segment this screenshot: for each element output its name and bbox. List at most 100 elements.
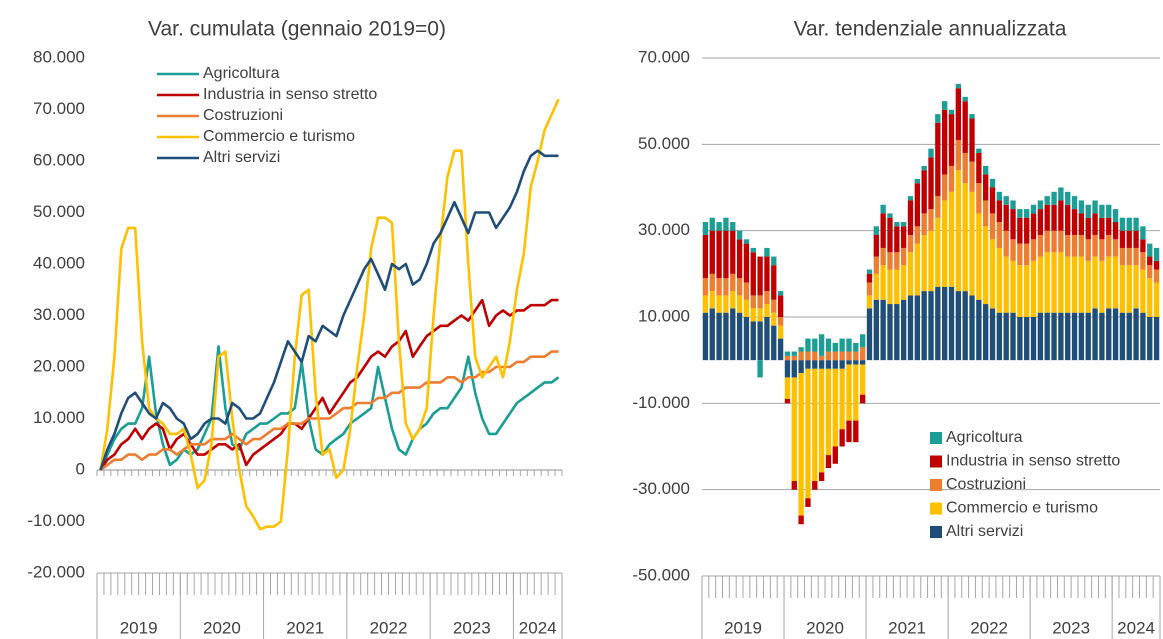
bar-segment — [1140, 239, 1146, 253]
legend-label: Altri servizi — [203, 149, 280, 166]
bar-segment — [887, 269, 893, 305]
bar-segment — [1024, 217, 1030, 244]
bar-segment — [1133, 217, 1139, 231]
bar-segment — [1044, 204, 1050, 231]
bar-segment — [1024, 209, 1030, 218]
bar-segment — [839, 360, 845, 369]
bar-segment — [784, 351, 791, 356]
bar-segment — [996, 222, 1003, 248]
bar-segment — [1017, 317, 1023, 361]
bar-segment — [1106, 204, 1112, 218]
bar-segment — [730, 291, 736, 309]
bar-segment — [853, 351, 859, 361]
bar-segment — [709, 273, 715, 292]
bar-segment — [832, 368, 838, 447]
bar-segment — [1085, 239, 1091, 261]
bar-segment — [798, 515, 804, 525]
bar-segment — [873, 299, 879, 361]
bar-segment — [866, 269, 873, 274]
bar-segment — [1010, 209, 1016, 240]
bar-segment — [791, 360, 797, 378]
bar-segment — [1051, 252, 1057, 313]
bar-segment — [1106, 217, 1112, 235]
bar-segment — [1112, 209, 1119, 223]
bar-segment — [894, 304, 900, 361]
x-group-label: 2023 — [453, 618, 491, 637]
bar-segment — [1085, 217, 1091, 240]
bar-segment — [709, 308, 715, 361]
bar-segment — [791, 481, 797, 490]
bar-segment — [1003, 196, 1009, 205]
bar-segment — [887, 252, 893, 270]
x-group-label: 2021 — [286, 618, 324, 637]
bar-segment — [948, 191, 955, 287]
bar-segment — [771, 256, 777, 266]
y-tick-label: 50.000 — [638, 134, 690, 153]
bar-segment — [1092, 234, 1098, 257]
bar-segment — [1112, 239, 1119, 257]
bar-segment — [1092, 200, 1098, 214]
y-tick-label: 70.000 — [33, 99, 85, 118]
bar-segment — [880, 247, 886, 266]
legend-label: Agricoltura — [203, 65, 280, 82]
bar-segment — [969, 161, 975, 192]
bar-segment — [709, 230, 715, 274]
bar-segment — [1044, 252, 1050, 313]
x-group-label: 2019 — [724, 618, 762, 637]
y-tick-label: -10.000 — [632, 393, 690, 412]
bar-segment — [798, 360, 804, 374]
legend-swatch — [930, 526, 942, 538]
legend-swatch — [930, 502, 942, 515]
bar-segment — [928, 157, 934, 210]
bar-segment — [1112, 256, 1119, 309]
bar-segment — [880, 213, 886, 248]
x-group-label: 2022 — [970, 618, 1008, 637]
bar-segment — [1071, 312, 1078, 361]
bar-segment — [1017, 243, 1023, 266]
bar-segment — [1112, 222, 1119, 240]
bar-segment — [736, 278, 743, 296]
bar-segment — [1153, 260, 1160, 270]
bar-segment — [928, 291, 934, 361]
bar-segment — [1112, 308, 1119, 361]
y-tick-label: 20.000 — [33, 356, 85, 375]
bar-segment — [839, 338, 845, 352]
bar-segment — [1030, 204, 1037, 214]
bar-segment — [1058, 187, 1064, 201]
bar-segment — [743, 299, 750, 317]
bar-segment — [976, 152, 982, 184]
bar-segment — [1092, 256, 1098, 309]
bar-segment — [1024, 243, 1030, 266]
bar-segment — [955, 83, 962, 89]
bar-segment — [1044, 312, 1050, 361]
legend-swatch — [930, 432, 942, 444]
bar-segment — [1044, 230, 1050, 253]
bar-segment — [764, 317, 770, 361]
bar-segment — [853, 342, 859, 352]
bar-segment — [1153, 269, 1160, 283]
bar-segment — [1003, 312, 1009, 361]
bar-segment — [716, 278, 722, 296]
bar-segment — [1010, 260, 1016, 313]
bar-segment — [996, 191, 1003, 201]
y-tick-label: 0 — [76, 459, 85, 478]
line-series — [99, 98, 560, 531]
bar-segment — [859, 394, 866, 404]
bar-segment — [702, 222, 709, 235]
bar-segment — [983, 174, 989, 201]
bar-segment — [1140, 312, 1146, 361]
bar-segment — [839, 429, 845, 447]
bar-segment — [771, 265, 777, 300]
bar-segment — [1153, 317, 1160, 361]
bar-segment — [983, 304, 989, 361]
bar-segment — [900, 226, 907, 248]
bar-segment — [1140, 226, 1146, 240]
bar-segment — [730, 273, 736, 292]
bar-segment — [764, 304, 770, 317]
bar-segment — [1153, 247, 1160, 261]
bar-segment — [948, 109, 955, 115]
bar-segment — [853, 364, 859, 421]
bar-segment — [784, 377, 791, 400]
bar-segment — [771, 325, 777, 361]
bar-segment — [709, 217, 715, 231]
